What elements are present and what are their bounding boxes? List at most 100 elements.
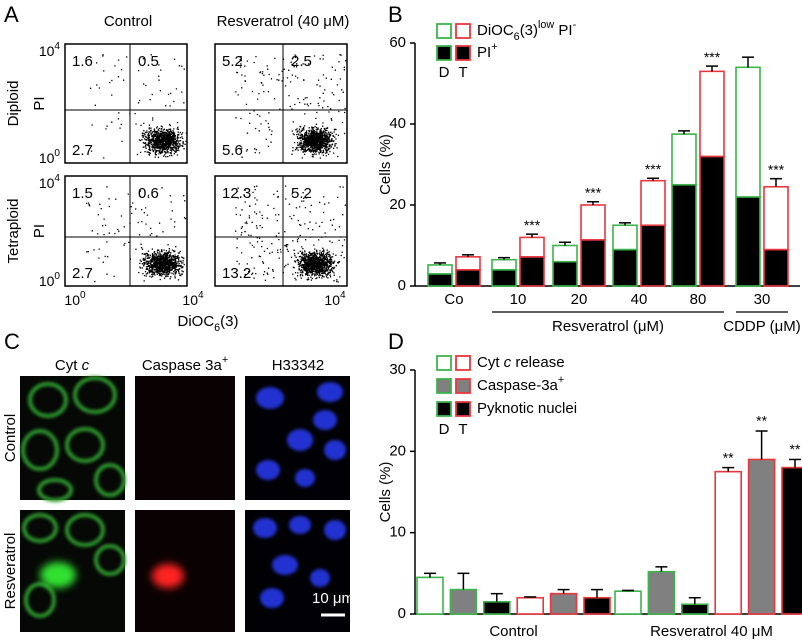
bar-segment <box>763 248 789 287</box>
nuclei <box>253 516 346 608</box>
quadrant-value: 2.7 <box>72 142 93 159</box>
bar-segment <box>699 70 725 158</box>
bar <box>583 596 611 615</box>
bar-segment <box>455 268 481 287</box>
legend-label: DiOC6(3)low PI- <box>477 19 577 43</box>
subgroup-label: T <box>458 64 467 81</box>
text-part: 0 <box>54 271 60 282</box>
bar <box>647 570 676 615</box>
bar-segment <box>580 239 606 287</box>
text-part: 10 <box>39 43 55 59</box>
bar-segment <box>552 260 578 287</box>
y-tick-label: 0 <box>398 277 406 294</box>
group-label: CDDP (μM) <box>723 318 801 335</box>
text-part: c <box>82 357 90 374</box>
subgroup-label: T <box>458 421 467 438</box>
legend-swatch <box>455 23 471 39</box>
legend-label: Pyknotic nuclei <box>477 400 577 417</box>
panel-letter: A <box>4 2 19 27</box>
column-title: Control <box>104 13 152 30</box>
text-part: 10 <box>39 273 55 289</box>
panel-letter: D <box>388 329 404 354</box>
text-part: low <box>538 19 554 31</box>
y-tick-label: 20 <box>389 442 406 459</box>
bar-segment <box>427 264 453 275</box>
significance-label: *** <box>704 49 721 65</box>
column-title: H33342 <box>272 357 325 374</box>
column-title: Resveratrol (40 μM) <box>217 13 350 30</box>
text-part: 0 <box>80 290 86 301</box>
scale-bar-label: 10 μm <box>312 590 354 607</box>
column-title: Cyt c <box>55 357 90 374</box>
bar <box>416 576 444 615</box>
legend-swatch <box>436 23 452 39</box>
bar <box>482 600 511 615</box>
x-tick-label: 20 <box>571 291 588 308</box>
column-title: Caspase 3a+ <box>142 354 228 374</box>
text-part: release <box>511 354 564 371</box>
text-part: Caspase-3a <box>477 377 559 394</box>
text-part: Pyknotic nuclei <box>477 400 577 417</box>
axis-tick-label: 100 <box>39 271 61 289</box>
text-part: Cyt <box>477 354 500 371</box>
bar-segment <box>612 248 638 287</box>
event-dots <box>235 53 347 159</box>
axis-tick-label: 104 <box>324 290 346 308</box>
plot-frame <box>214 175 348 287</box>
y-tick-label: 60 <box>389 34 406 51</box>
row-label: Control <box>2 414 19 462</box>
quadrant-value: 2.5 <box>291 53 312 70</box>
text-part: 6 <box>214 322 220 334</box>
bar-segment <box>427 273 453 287</box>
legend-label: Caspase-3a+ <box>477 374 564 394</box>
micrograph <box>135 376 235 500</box>
text-part: PI <box>554 22 572 39</box>
text-part: DiOC <box>477 22 514 39</box>
text-part: 4 <box>198 290 204 301</box>
micrograph-grid: 10 μm <box>20 376 354 632</box>
x-tick-label: 30 <box>754 291 771 308</box>
micrograph <box>20 376 125 500</box>
significance-label: ** <box>723 449 734 465</box>
axis-tick-label: 104 <box>39 173 61 191</box>
y-tick-label: 40 <box>389 115 406 132</box>
x-tick-label: 80 <box>690 291 707 308</box>
quadrant-value: 5.2 <box>291 185 312 202</box>
bar-segment <box>671 183 697 287</box>
cells-green <box>21 376 126 502</box>
quadrant-value: 0.6 <box>138 185 159 202</box>
bar-segment <box>612 224 638 251</box>
subgroup-label: D <box>439 421 450 438</box>
text-part: c <box>500 354 512 371</box>
bar <box>680 603 709 615</box>
text-part: - <box>573 19 577 31</box>
plot-frame <box>214 43 348 164</box>
bar-segment <box>455 256 481 271</box>
text-part: 10 <box>39 175 55 191</box>
plot-frame <box>64 43 188 164</box>
text-part: (3) <box>520 22 538 39</box>
y-tick-label: 30 <box>389 361 406 378</box>
axis-tick-label: 104 <box>182 290 204 308</box>
bar-segment <box>491 268 517 287</box>
y-tick-label: 0 <box>398 605 406 622</box>
bar <box>714 470 743 615</box>
panel-letter: C <box>4 329 20 354</box>
quadrant-value: 5.2 <box>222 53 243 70</box>
text-part: DiOC <box>177 313 214 330</box>
text-part: Cyt <box>55 357 82 374</box>
axis-tick-label: 104 <box>39 41 61 59</box>
legend-swatch <box>436 355 452 371</box>
y-tick-label: 20 <box>389 196 406 213</box>
text-part: 6 <box>514 31 520 43</box>
text-part: (3) <box>220 313 238 330</box>
axis-label: Cells (%) <box>377 134 394 195</box>
significance-label: ** <box>756 413 767 429</box>
text-part: 10 <box>182 292 198 308</box>
bar-segment <box>763 185 789 251</box>
bar <box>781 466 802 615</box>
significance-label: *** <box>768 161 785 177</box>
text-part: 10 <box>64 292 80 308</box>
x-tick-label: 40 <box>631 291 648 308</box>
